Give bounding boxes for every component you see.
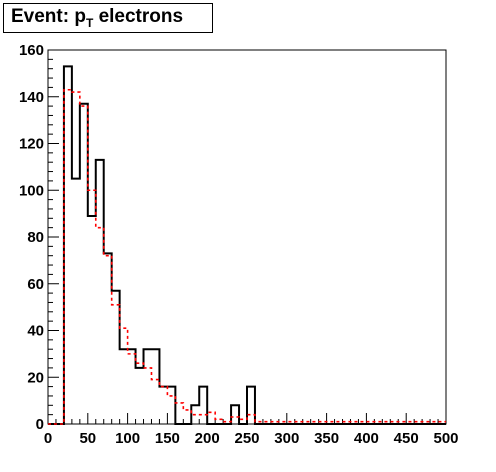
y-tick-label: 120 xyxy=(19,136,44,153)
histogram-series-dashed xyxy=(48,88,446,425)
x-tick-label: 100 xyxy=(115,430,140,447)
x-tick-label: 350 xyxy=(314,430,339,447)
y-tick-label: 160 xyxy=(19,42,44,59)
x-tick-label: 500 xyxy=(433,430,458,447)
x-tick-label: 200 xyxy=(195,430,220,447)
y-tick-label: 140 xyxy=(19,89,44,106)
axis-ticks xyxy=(47,49,447,425)
y-tick-label: 80 xyxy=(27,229,44,246)
histogram-series xyxy=(48,65,446,425)
x-tick-label: 50 xyxy=(79,430,96,447)
chart-title: Event: pT electrons xyxy=(3,3,213,33)
y-tick-label: 0 xyxy=(36,416,44,433)
x-tick-label: 400 xyxy=(354,430,379,447)
title-prefix: Event: p xyxy=(11,6,86,27)
x-tick-label: 250 xyxy=(234,430,259,447)
y-tick-label: 20 xyxy=(27,369,44,386)
tick-labels: 0 50 100 150 200 250 300 350 400 450 500 0 20 40 60 80 1… xyxy=(19,42,459,447)
x-tick-label: 0 xyxy=(44,430,52,447)
title-subscript: T xyxy=(85,16,94,30)
title-suffix: electrons xyxy=(93,6,184,27)
y-tick-label: 100 xyxy=(19,182,44,199)
plot-frame xyxy=(47,49,447,425)
x-tick-label: 150 xyxy=(155,430,180,447)
x-tick-label: 450 xyxy=(394,430,419,447)
histogram-series-solid xyxy=(48,65,446,425)
y-tick-label: 40 xyxy=(27,323,44,340)
x-tick-label: 300 xyxy=(274,430,299,447)
y-tick-label: 60 xyxy=(27,276,44,293)
